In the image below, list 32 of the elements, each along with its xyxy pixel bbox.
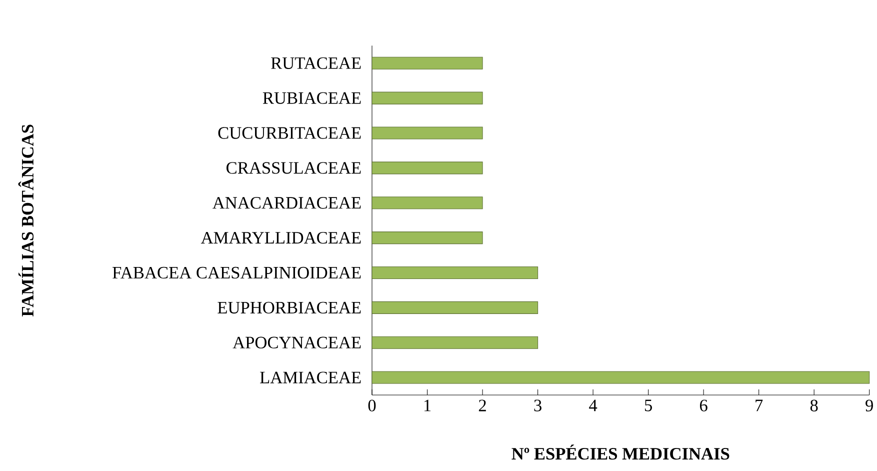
x-tick-label: 1: [424, 400, 431, 412]
bar: [372, 92, 483, 104]
x-tick-label: 6: [700, 400, 708, 412]
y-tick-label: EUPHORBIACEAE: [218, 302, 361, 314]
x-tick-label: 5: [644, 400, 652, 412]
bar: [372, 266, 538, 280]
bar: [372, 232, 483, 244]
y-tick-label: ANACARDIACEAE: [212, 197, 361, 209]
y-tick-label: CUCURBITACEAE: [218, 127, 361, 139]
x-tick-label: 8: [810, 400, 818, 412]
bar: [372, 371, 870, 384]
x-tick-label: 2: [478, 400, 486, 412]
y-tick-label: APOCYNACEAE: [232, 336, 361, 348]
y-tick-label: AMARYLLIDACEAE: [200, 232, 361, 244]
bar: [372, 162, 483, 174]
bar: [372, 56, 483, 70]
y-axis-title: FAMÍLIAS BOTÂNICAS: [18, 124, 34, 316]
y-tick-label: CRASSULACEAE: [226, 162, 361, 174]
bar: [372, 126, 483, 140]
x-tick-label: 4: [589, 400, 598, 412]
bar: [372, 196, 483, 210]
x-tick-label: 7: [756, 400, 763, 412]
y-tick-label: LAMIACEAE: [260, 372, 361, 384]
x-tick-label: 9: [866, 400, 873, 412]
x-tick-label: 0: [368, 400, 376, 412]
x-tick-label: 3: [534, 400, 542, 412]
bar: [372, 301, 538, 314]
y-tick-label: FABACEA CAESALPINIOIDEAE: [112, 266, 361, 279]
bar: [372, 336, 538, 349]
y-tick-label: RUBIACEAE: [262, 92, 361, 104]
x-axis-title: Nº ESPÉCIES MEDICINAIS: [512, 444, 730, 460]
y-tick-label: RUTACEAE: [271, 57, 361, 69]
